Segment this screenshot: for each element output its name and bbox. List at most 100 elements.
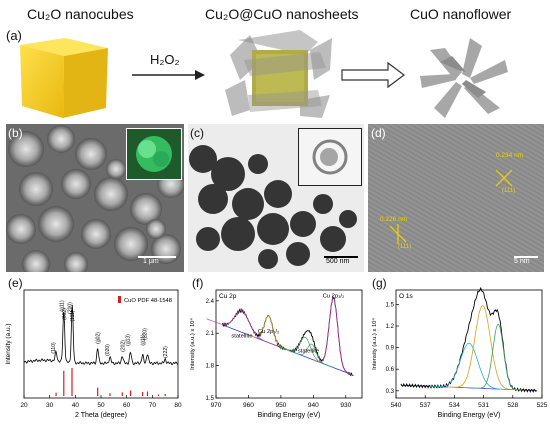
y-axis-label: Intensity (a.u.) x 10⁴: [189, 318, 196, 370]
spectrum-line: [400, 286, 537, 393]
chart-title: Cu 2p: [219, 293, 237, 300]
scale-bar-d: [514, 256, 538, 258]
peak-annotation: statellite: [298, 349, 319, 355]
lattice-spacing-1: 0.234 nm: [496, 152, 524, 159]
fit-component: [290, 343, 333, 368]
scale-bar-b: [138, 256, 176, 258]
y-tick-label: 2.1: [206, 331, 215, 337]
x-tick-label: 531: [478, 402, 489, 409]
scale-label-b: 1 µm: [143, 258, 159, 265]
xrd-chart: 20 30 40 50 60 70 80 2 Theta (degree) Intensity …: [5, 289, 182, 419]
stage2-label: Cu₂O@CuO nanosheets: [205, 6, 359, 22]
nanoflower-icon: [420, 38, 508, 118]
plot-frame: [215, 289, 363, 399]
peak-label: (ġ13): [126, 334, 132, 346]
x-tick-label: 534: [449, 402, 460, 409]
x-tick-label: 30: [46, 402, 54, 409]
x-tick-label: 40: [72, 402, 80, 409]
legend-label: CuO PDF 48-1548: [124, 298, 172, 304]
reagent-label: H₂O₂: [150, 52, 180, 67]
peak-annotation: Cu 2p₃/₂: [323, 294, 345, 300]
y-tick-label: 1.2: [386, 324, 395, 330]
plot-frame: [395, 289, 543, 399]
x-tick-label: 50: [97, 402, 105, 409]
panel-label-d: (d): [371, 126, 386, 140]
y-tick-label: 1.5: [206, 396, 215, 402]
x-tick-label: 525: [537, 402, 548, 409]
tem-texture: [189, 145, 357, 269]
scale-bar-c: [324, 256, 358, 258]
peak-label: (002): [62, 308, 68, 320]
scale-label-d: 5 nm: [514, 258, 530, 265]
peak-label: (222): [163, 346, 169, 358]
x-tick-label: 80: [174, 402, 182, 409]
x-tick-label: 930: [340, 402, 351, 409]
peak-label: (200): [68, 302, 74, 314]
sem-texture: [6, 125, 184, 272]
tem-inset: [298, 128, 362, 186]
peak-label: (020): [105, 344, 111, 356]
peak-label: (ġ11): [141, 334, 147, 346]
peak-label: (110): [51, 342, 57, 354]
fit-component: [312, 297, 354, 376]
y-tick-label: 0.3: [386, 389, 395, 395]
xrd-pattern-line: [23, 304, 178, 366]
y-tick-label: 0.6: [386, 367, 395, 373]
x-tick-label: 528: [507, 402, 518, 409]
peak-annotation: statellite: [231, 334, 252, 340]
y-tick-label: 1.5: [386, 302, 395, 308]
peak-label: (220): [142, 328, 148, 340]
xps-cu-chart: 970 960 950 940 930 1.5 1.8 2.1 2.4 Binding Energ…: [189, 289, 363, 419]
y-tick-label: 0.9: [386, 346, 395, 352]
fit-component: [474, 323, 522, 391]
schematic-drawing: [20, 30, 508, 118]
xps-o-chart: 540 537 534 531 528 525 0.3 0.6 0.9 1.2 1.5 Binding…: [371, 286, 548, 419]
cube-icon: [20, 38, 108, 118]
tem-inset-texture: [312, 139, 348, 175]
y-axis-label: Intensity (a.u.) x 10⁴: [371, 318, 378, 370]
peak-label: (ġ02): [96, 332, 102, 344]
x-tick-label: 537: [420, 402, 431, 409]
x-tick-label: 540: [391, 402, 402, 409]
peak-label: (202): [120, 340, 126, 352]
lattice-spacing-2: 0.226 nm: [380, 216, 408, 223]
x-axis-label: 2 Theta (degree): [75, 412, 127, 419]
x-tick-label: 70: [149, 402, 157, 409]
fit-component: [429, 342, 509, 390]
y-axis-label: Intensity (a.u.): [5, 323, 12, 364]
x-axis-label: Binding Energy (eV): [258, 412, 321, 419]
arrow-right-icon: [132, 70, 205, 80]
lattice-plane-2: (111): [398, 244, 412, 250]
fit-component: [206, 310, 278, 347]
panel-label-a: (a): [6, 28, 22, 43]
tem-image-c: 500 nm: [188, 124, 364, 272]
fit-component: [447, 305, 517, 391]
panel-label-b: (b): [8, 126, 23, 140]
x-tick-label: 970: [211, 402, 222, 409]
panel-label-c: (c): [190, 126, 204, 140]
panel-label-g: (g): [372, 276, 387, 290]
x-tick-label: 940: [308, 402, 319, 409]
chart-title: O 1s: [399, 293, 413, 300]
x-tick-label: 960: [243, 402, 254, 409]
x-tick-label: 20: [20, 402, 28, 409]
panel-label-e: (e): [8, 276, 23, 290]
sem-inset: [126, 128, 182, 180]
hrtem-texture: [368, 124, 544, 272]
lattice-plane-1: (111): [502, 188, 516, 194]
nanosheet-cube-icon: [225, 30, 332, 118]
y-tick-label: 1.8: [206, 364, 215, 370]
fit-component: [279, 336, 331, 367]
x-axis-label: Binding Energy (eV): [438, 412, 501, 419]
stage3-label: CuO nanoflower: [410, 6, 512, 22]
x-tick-label: 60: [123, 402, 131, 409]
sem-image-b: 1 µm: [6, 124, 184, 272]
legend-swatch: [118, 296, 121, 303]
panel-label-f: (f): [192, 276, 204, 290]
stage1-label: Cu₂O nanocubes: [27, 6, 134, 22]
hrtem-image-d: 0.234 nm (111) 0.226 nm (111) 5 nm: [368, 124, 544, 272]
hollow-arrow-icon: [341, 61, 405, 89]
peak-annotation: Cu 2p₁/₂: [258, 329, 279, 335]
peak-label: (ġ11): [59, 300, 65, 312]
x-tick-label: 950: [275, 402, 286, 409]
